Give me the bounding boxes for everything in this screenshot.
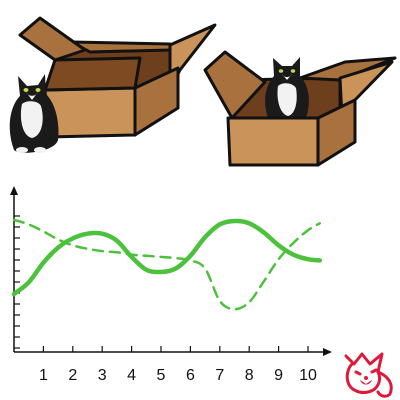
chart-series [11, 218, 323, 311]
cardboard-box-icon [226, 98, 357, 167]
cat-icon [265, 57, 309, 118]
x-tick-label: 8 [245, 367, 254, 384]
x-tick-label: 10 [299, 367, 317, 384]
x-tick-label: 9 [274, 367, 283, 384]
x-tick-label: 4 [127, 367, 136, 384]
chart-axes [10, 186, 332, 356]
x-tick-label: 3 [98, 367, 107, 384]
y-axis-arrow [10, 186, 18, 195]
box-and-cats-illustration [9, 16, 397, 167]
x-tick-label: 7 [215, 367, 224, 384]
series-line-dashed [12, 218, 322, 311]
x-tick-label: 1 [39, 367, 48, 384]
cat-icon [9, 74, 59, 153]
x-axis-ticks: 1 2 3 4 5 6 7 8 9 10 [39, 346, 317, 384]
x-axis-arrow [323, 348, 332, 356]
x-tick-label: 5 [157, 367, 166, 384]
x-tick-label: 6 [186, 367, 195, 384]
y-axis-ticks [14, 215, 20, 349]
fox-logo-icon [344, 352, 393, 398]
x-tick-label: 2 [68, 367, 77, 384]
